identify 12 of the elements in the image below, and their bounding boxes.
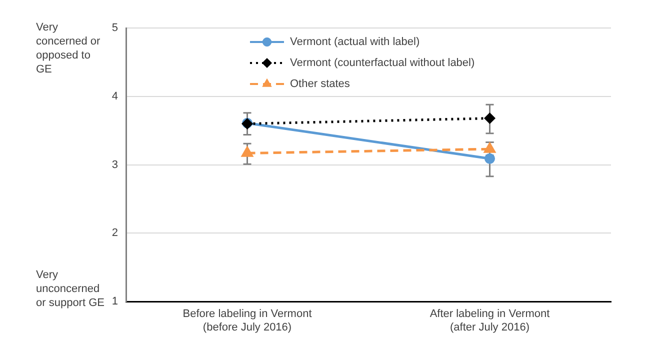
x-tick-label: Before labeling in Vermont (before July 2016) <box>182 308 312 334</box>
legend-label: Vermont (actual with label) <box>290 36 420 48</box>
legend-label: Vermont (counterfactual without label) <box>290 57 475 70</box>
text: Very concerned or opposed to GE <box>36 22 101 76</box>
y-tick-label: 3 <box>112 158 118 171</box>
y-tick-label: 1 <box>112 296 118 308</box>
y-tick-label: 2 <box>112 227 118 240</box>
y-tick-label: 5 <box>112 22 118 34</box>
y-tick-label: 4 <box>112 90 118 102</box>
legend-label: Other states <box>290 78 350 90</box>
text: Very unconcerned or support GE <box>36 269 104 310</box>
x-tick-label: After labeling in Vermont (after July 2016) <box>430 308 550 334</box>
